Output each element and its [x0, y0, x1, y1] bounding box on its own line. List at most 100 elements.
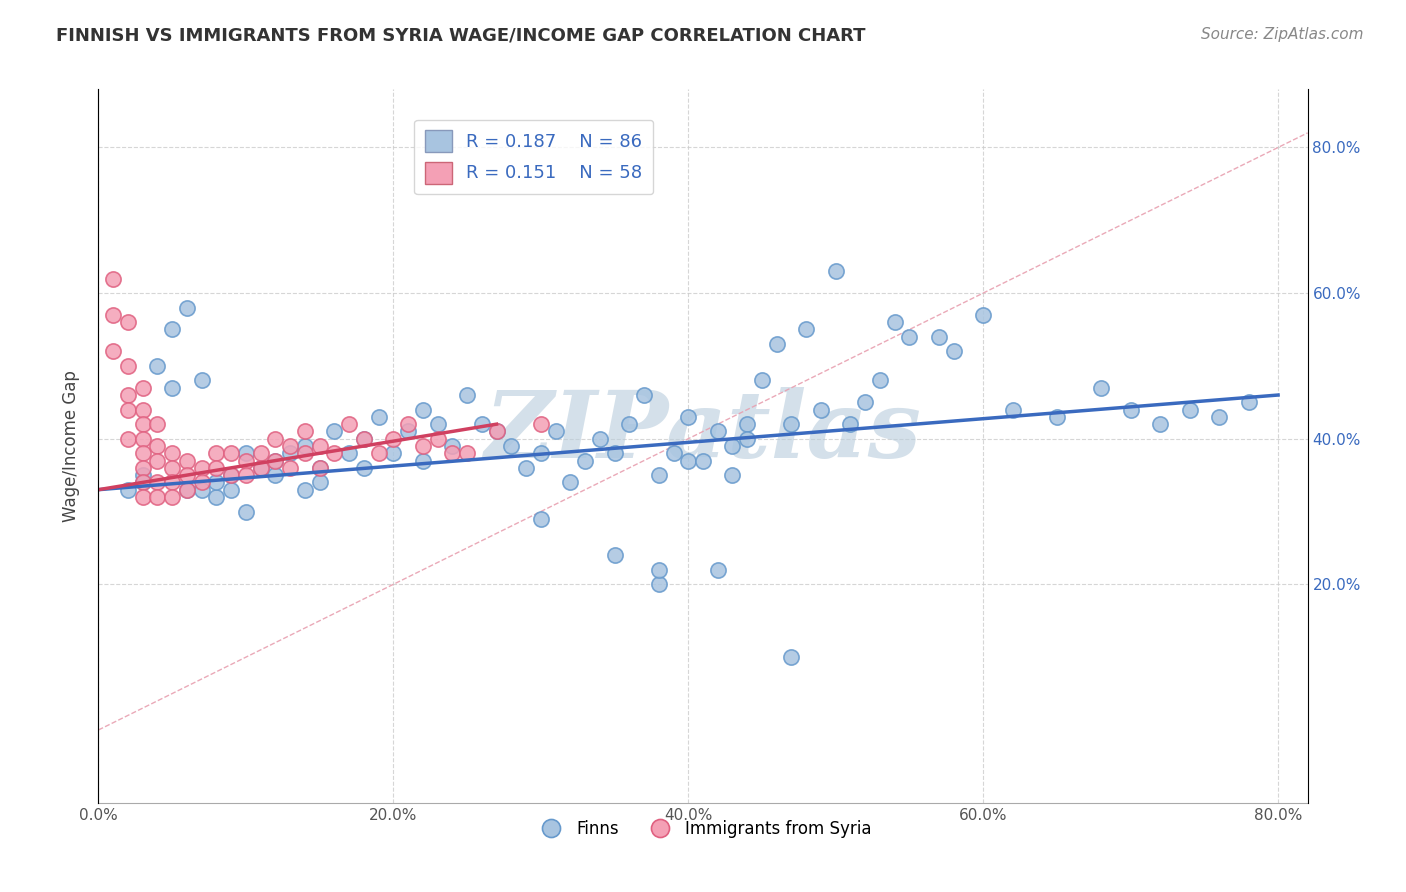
Point [176, 483, 198, 497]
Point [471, 417, 494, 432]
Point [323, 425, 346, 439]
Point [205, 490, 228, 504]
Point [205, 460, 228, 475]
Point [648, 563, 671, 577]
Point [264, 432, 287, 446]
Point [205, 475, 228, 490]
Point [264, 453, 287, 467]
Point [190, 374, 212, 388]
Point [589, 432, 612, 446]
Text: Source: ZipAtlas.com: Source: ZipAtlas.com [1201, 27, 1364, 42]
Point [146, 453, 169, 467]
Legend: Finns, Immigrants from Syria: Finns, Immigrants from Syria [527, 814, 879, 845]
Point [780, 650, 803, 665]
Point [619, 417, 641, 432]
Point [146, 490, 169, 504]
Point [942, 344, 965, 359]
Point [117, 483, 139, 497]
Point [530, 512, 553, 526]
Point [249, 460, 271, 475]
Point [721, 439, 744, 453]
Point [264, 453, 287, 467]
Point [146, 475, 169, 490]
Point [219, 483, 242, 497]
Point [839, 417, 862, 432]
Point [219, 446, 242, 460]
Point [190, 483, 212, 497]
Point [648, 577, 671, 591]
Point [751, 374, 773, 388]
Point [294, 439, 316, 453]
Point [235, 446, 257, 460]
Point [396, 425, 419, 439]
Point [117, 432, 139, 446]
Point [706, 425, 728, 439]
Point [456, 388, 478, 402]
Point [176, 468, 198, 483]
Text: ZIPatlas: ZIPatlas [485, 387, 921, 476]
Point [117, 359, 139, 373]
Point [765, 337, 787, 351]
Point [264, 468, 287, 483]
Point [308, 475, 330, 490]
Point [146, 439, 169, 453]
Point [367, 446, 389, 460]
Y-axis label: Wage/Income Gap: Wage/Income Gap [62, 370, 80, 522]
Point [294, 425, 316, 439]
Point [853, 395, 876, 409]
Point [1119, 402, 1142, 417]
Point [1208, 409, 1230, 424]
Point [603, 446, 626, 460]
Point [810, 402, 832, 417]
Point [353, 460, 375, 475]
Point [176, 453, 198, 467]
Point [1237, 395, 1260, 409]
Point [515, 460, 537, 475]
Point [131, 475, 153, 490]
Point [117, 315, 139, 329]
Point [101, 271, 124, 285]
Point [721, 468, 744, 483]
Point [353, 432, 375, 446]
Point [501, 439, 523, 453]
Point [205, 446, 228, 460]
Point [160, 490, 183, 504]
Point [323, 446, 346, 460]
Point [794, 322, 817, 336]
Point [294, 446, 316, 460]
Point [1178, 402, 1201, 417]
Point [485, 425, 508, 439]
Point [219, 468, 242, 483]
Text: FINNISH VS IMMIGRANTS FROM SYRIA WAGE/INCOME GAP CORRELATION CHART: FINNISH VS IMMIGRANTS FROM SYRIA WAGE/IN… [56, 27, 866, 45]
Point [1090, 381, 1112, 395]
Point [160, 322, 183, 336]
Point [633, 388, 655, 402]
Point [824, 264, 846, 278]
Point [278, 439, 301, 453]
Point [898, 330, 921, 344]
Point [235, 453, 257, 467]
Point [412, 439, 434, 453]
Point [603, 548, 626, 562]
Point [441, 446, 464, 460]
Point [160, 446, 183, 460]
Point [412, 453, 434, 467]
Point [426, 417, 449, 432]
Point [412, 402, 434, 417]
Point [294, 483, 316, 497]
Point [456, 446, 478, 460]
Point [1046, 409, 1069, 424]
Point [131, 490, 153, 504]
Point [131, 402, 153, 417]
Point [117, 388, 139, 402]
Point [160, 475, 183, 490]
Point [441, 439, 464, 453]
Point [544, 425, 567, 439]
Point [146, 359, 169, 373]
Point [176, 301, 198, 315]
Point [396, 417, 419, 432]
Point [131, 475, 153, 490]
Point [235, 468, 257, 483]
Point [131, 446, 153, 460]
Point [249, 446, 271, 460]
